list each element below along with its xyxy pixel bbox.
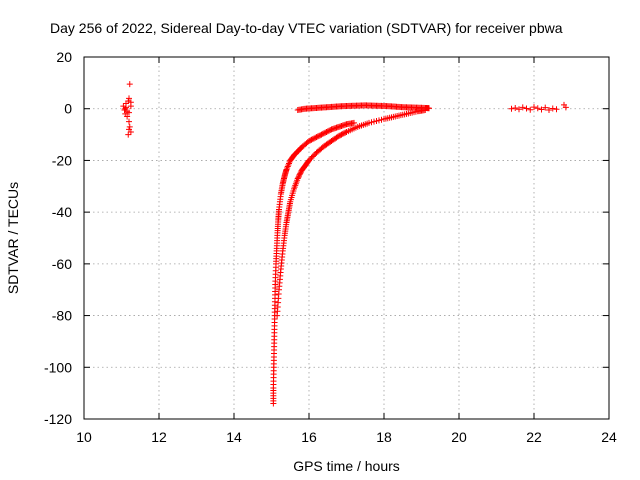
y-tick-label: -40 xyxy=(52,204,72,220)
data-point-band-upper xyxy=(426,105,432,112)
x-tick-label: 20 xyxy=(451,429,467,445)
data-point-cluster-late xyxy=(549,105,556,112)
y-tick-label: -80 xyxy=(52,308,72,324)
y-tick-label: 20 xyxy=(56,49,72,65)
data-point-cluster-early xyxy=(126,95,132,102)
data-point-cluster-early xyxy=(124,113,131,120)
y-tick-label: -100 xyxy=(44,359,72,375)
data-point-cluster-late xyxy=(512,104,519,111)
data-point-cluster-late xyxy=(534,105,541,112)
data-point-cluster-early xyxy=(127,128,134,135)
x-axis-label: GPS time / hours xyxy=(293,458,400,474)
data-point-pass-b xyxy=(342,129,349,136)
y-tick-label: 0 xyxy=(64,101,72,117)
x-tick-label: 12 xyxy=(151,429,167,445)
data-point-cluster-early xyxy=(126,81,133,88)
data-point-pass-b xyxy=(296,171,303,178)
data-point-cluster-early xyxy=(126,123,133,130)
data-point-cluster-early xyxy=(126,109,132,116)
y-tick-label: -60 xyxy=(52,256,72,272)
data-point-cluster-late xyxy=(527,106,534,113)
data-points xyxy=(120,81,569,407)
data-point-cluster-early xyxy=(125,97,132,104)
y-tick-label: -120 xyxy=(44,411,72,427)
data-point-cluster-early xyxy=(127,99,134,106)
x-tick-label: 22 xyxy=(526,429,542,445)
data-point-cluster-late xyxy=(542,104,549,111)
data-point-cluster-late xyxy=(519,104,526,111)
data-point-pass-b xyxy=(295,174,302,181)
data-point-pass-a xyxy=(351,119,357,126)
plot-frame xyxy=(83,56,610,420)
data-point-cluster-late xyxy=(562,104,569,111)
data-point-cluster-late xyxy=(553,106,560,113)
data-point-cluster-early xyxy=(125,131,132,138)
data-point-cluster-late xyxy=(516,106,522,113)
tick-labels: 10 12 14 16 18 20 22 24 -120 -100 -80 -60 -40 -20 0 20 xyxy=(44,49,617,445)
data-point-cluster-late xyxy=(546,107,552,114)
data-point-pass-b xyxy=(297,170,304,177)
data-point-pass-b xyxy=(294,175,301,182)
y-tick-label: -20 xyxy=(52,152,72,168)
x-tick-label: 14 xyxy=(226,429,242,445)
data-point-cluster-late xyxy=(538,106,545,113)
y-axis-label: SDTVAR / TECUs xyxy=(5,182,21,294)
x-tick-label: 18 xyxy=(376,429,392,445)
x-tick-label: 16 xyxy=(301,429,317,445)
data-point-cluster-late xyxy=(508,105,515,112)
x-tick-label: 10 xyxy=(76,429,92,445)
data-point-cluster-late xyxy=(523,105,530,112)
x-tick-label: 24 xyxy=(601,429,617,445)
data-point-pass-b xyxy=(296,172,302,179)
data-point-cluster-early xyxy=(126,118,132,125)
grid-lines xyxy=(84,57,609,419)
data-point-cluster-early xyxy=(121,107,128,114)
chart-title: Day 256 of 2022, Sidereal Day-to-day VTE… xyxy=(50,20,563,36)
data-point-cluster-late xyxy=(531,104,537,111)
